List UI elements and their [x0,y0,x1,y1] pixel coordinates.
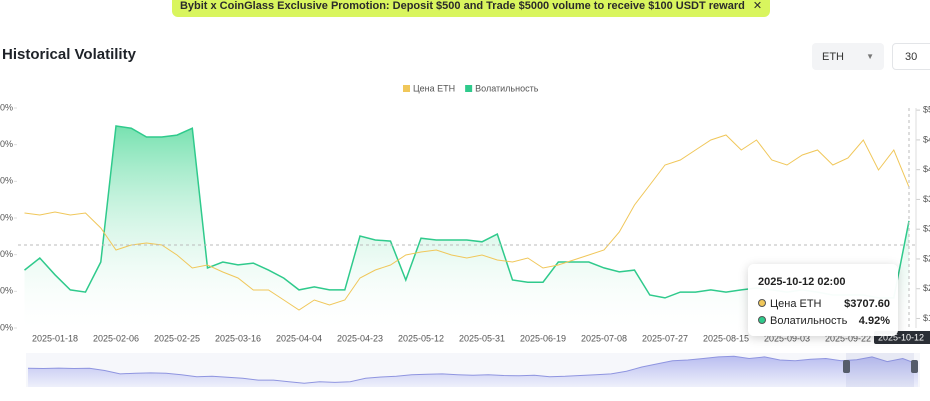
y2-tick-label: $3,500 [923,194,930,204]
x-tick-label: 2025-04-04 [276,333,322,343]
x-tick-label: 2025-09-03 [764,333,810,343]
y-tick-label: 7.00% [0,139,13,149]
series-line [24,134,910,311]
y-tick-label: 3.00% [0,286,13,296]
x-tick-label: 2025-07-08 [581,333,627,343]
tooltip: 2025-10-12 02:00 Цена ETH $3707.60 Волати… [748,264,898,336]
y2-tick-label: $2,500 [923,253,930,263]
y-tick-label: 2.00% [0,322,13,332]
tooltip-label: Цена ETH [770,298,822,310]
tooltip-row: Волатильность 4.92% [758,315,890,327]
x-tick-label: 2025-02-06 [93,333,139,343]
chart-title: Historical Volatility [2,46,136,63]
y2-tick-label: $4,500 [923,134,930,144]
tooltip-date: 2025-10-12 02:00 [758,276,846,288]
dropdown-arrow[interactable]: ▼ [866,52,874,61]
y2-tick-label: $2,000 [923,283,930,293]
y-tick-label: 8.00% [0,102,13,112]
x-tick-label: 2025-01-18 [32,333,78,343]
tooltip-label: Волатильность [770,315,848,327]
period-input[interactable]: 30 [892,43,930,70]
tooltip-value: $3707.60 [844,298,890,310]
navigator-handle[interactable] [911,360,918,373]
legend-swatch [465,85,473,92]
period-value[interactable]: 30 [905,51,918,63]
banner-text[interactable]: Bybit x CoinGlass Exclusive Promotion: D… [179,0,745,12]
x-tick-label: 2025-02-25 [154,333,200,343]
x-tick-label: 2025-09-22 [825,333,871,343]
tooltip-dot [758,316,766,324]
y-tick-label: 5.00% [0,212,13,222]
legend-swatch [403,85,410,92]
legend-label: Цена ETH [413,83,455,93]
tooltip-value: 4.92% [858,315,890,327]
y-tick-label: 6.00% [0,176,13,186]
crosshair-x-label: 2025-10-12 [878,332,924,342]
coin-select[interactable]: ETH ▼ [812,43,884,70]
x-tick-label: 2025-05-31 [459,333,505,343]
legend-label: Волатильность [475,83,539,93]
x-tick-label: 2025-04-23 [337,333,383,343]
x-tick-label: 2025-08-15 [703,333,749,343]
banner-close[interactable]: ✕ [752,0,763,12]
x-tick-label: 2025-03-16 [215,333,261,343]
x-tick-label: 2025-07-27 [642,333,688,343]
navigator-line [27,355,919,384]
y2-tick-label: $3,000 [923,224,930,234]
coin-value[interactable]: ETH [822,51,844,63]
y2-tick-label: $1,500 [923,313,930,323]
x-tick-label: 2025-06-19 [520,333,566,343]
volatility-area [24,126,909,328]
promo-banner[interactable]: Bybit x CoinGlass Exclusive Promotion: D… [172,0,770,17]
tooltip-row: Цена ETH $3707.60 [758,298,890,310]
x-tick-label: 2025-05-12 [398,333,444,343]
y-tick-label: 4.00% [0,249,13,259]
tooltip-dot [758,299,766,307]
navigator-handle[interactable] [843,360,850,373]
navigator-window [846,353,914,387]
y2-tick-label: $5,000 [923,105,930,115]
y2-tick-label: $4,000 [923,164,930,174]
